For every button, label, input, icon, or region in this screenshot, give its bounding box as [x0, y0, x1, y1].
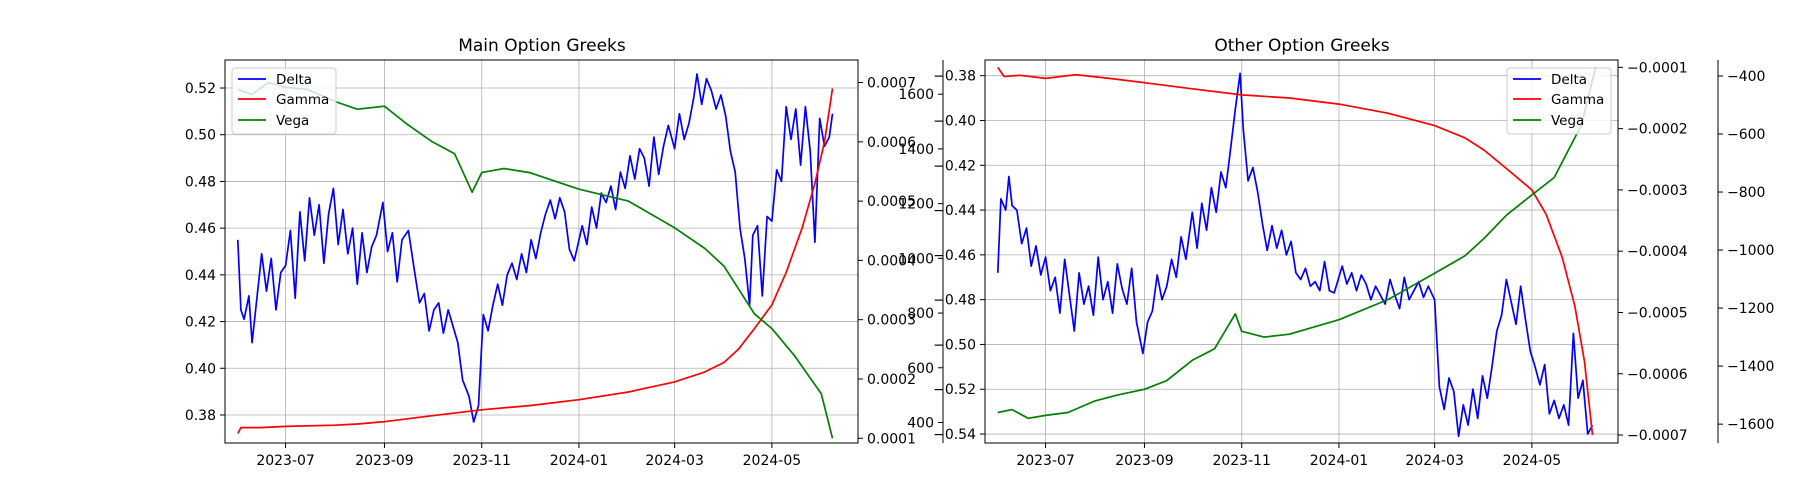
- x-tick-label: 2024-03: [1405, 453, 1464, 469]
- legend-label-gamma: Gamma: [276, 92, 329, 108]
- series-line-vega: [237, 81, 834, 439]
- y-tick-label-right: −0.0005: [1627, 305, 1688, 321]
- left-axis-main: 0.38 0.40 0.42 0.44 0.46 0.48 0.50 0.52: [185, 81, 225, 424]
- x-tick-label: 2023-11: [1212, 453, 1271, 469]
- legend-label-gamma: Gamma: [1551, 92, 1604, 108]
- grid-main: [225, 60, 858, 443]
- plot-frame-main: [224, 59, 859, 444]
- legend-label-vega: Vega: [1551, 113, 1584, 129]
- x-tick-label: 2023-09: [355, 453, 414, 469]
- x-tick-label: 2024-05: [743, 453, 802, 469]
- legend-box-main: [231, 67, 337, 135]
- panel-other-greeks: Other Option Greeks 2023-07 2023-09 2023-1…: [898, 36, 1774, 469]
- y-tick-label-outer: −600: [1727, 127, 1765, 143]
- legend-label-delta: Delta: [276, 72, 312, 88]
- y-tick-label-left: 0.40: [185, 361, 216, 377]
- series-other: [996, 66, 1597, 438]
- y-tick-label-right: 0.0002: [867, 372, 916, 388]
- y-tick-label-right: −0.0001: [1627, 60, 1688, 76]
- x-tick-label: 2024-05: [1503, 453, 1562, 469]
- y-tick-label-right: 0.0004: [867, 253, 916, 269]
- y-tick-label-left: 0.46: [185, 221, 216, 237]
- y-tick-label-left: 0.38: [185, 408, 216, 424]
- y-tick-label-left: −0.46: [933, 248, 976, 264]
- y-tick-label-left: −0.50: [933, 337, 976, 353]
- y-tick-label-outer: −1200: [1727, 301, 1774, 317]
- right-axis-other: −0.0001 −0.0002 −0.0003 −0.0004 −0.0005 −0.00…: [1618, 60, 1688, 444]
- x-axis-main: 2023-07 2023-09 2023-11 2024-01 2024-03 2024-…: [256, 443, 801, 469]
- x-axis-other: 2023-07 2023-09 2023-11 2024-01 2024-03 2024-…: [1016, 443, 1561, 469]
- series-line-gamma: [237, 88, 834, 434]
- panel-main-greeks: Main Option Greeks 2023-07 2023-09 2023-11…: [185, 36, 916, 469]
- y-tick-label-right: 0.0001: [867, 431, 916, 447]
- y-tick-label-right: −0.0006: [1627, 367, 1688, 383]
- legend-label-delta: Delta: [1551, 72, 1587, 88]
- y-tick-label-second: 600: [907, 361, 934, 377]
- y-tick-label-right: −0.0007: [1627, 428, 1688, 444]
- y-tick-label-left: 0.52: [185, 81, 216, 97]
- legend-box-other: [1506, 67, 1612, 135]
- x-tick-label: 2024-01: [550, 453, 609, 469]
- y-tick-label-outer: −800: [1727, 185, 1765, 201]
- x-tick-label: 2023-07: [256, 453, 315, 469]
- chart-title-main: Main Option Greeks: [458, 36, 626, 56]
- x-tick-label: 2023-07: [1016, 453, 1075, 469]
- y-tick-label-left: 0.48: [185, 174, 216, 190]
- y-tick-label-left: −0.38: [933, 69, 976, 85]
- y-tick-label-outer: −1600: [1727, 417, 1774, 433]
- y-tick-label-second: 1600: [898, 87, 934, 103]
- y-tick-label-right: 0.0003: [867, 313, 916, 329]
- y-tick-label-left: −0.40: [933, 113, 976, 129]
- y-tick-label-left: 0.50: [185, 128, 216, 144]
- outer-axis-other: −400 −600 −800 −1000 −1200 −1400 −1600: [1717, 60, 1774, 443]
- y-tick-label-left: 0.42: [185, 315, 216, 331]
- y-tick-label-left: −0.42: [933, 158, 976, 174]
- y-tick-label-second: 1400: [898, 142, 934, 158]
- y-tick-label-second: 1200: [898, 197, 934, 213]
- left-axis-other: −0.38 −0.40 −0.42 −0.44 −0.46 −0.48 −0.50 −0.52…: [933, 69, 985, 443]
- y-tick-label-second: 800: [907, 306, 934, 322]
- y-tick-label-outer: −1000: [1727, 243, 1774, 259]
- y-tick-label-left: −0.52: [933, 382, 976, 398]
- y-tick-label-right: 0.0005: [867, 194, 916, 210]
- y-tick-label-second: 400: [907, 415, 934, 431]
- chart-title-other: Other Option Greeks: [1214, 36, 1389, 56]
- y-tick-label-left: −0.54: [933, 427, 976, 443]
- legend-main: Delta Gamma Vega: [231, 67, 337, 135]
- y-tick-label-right: −0.0002: [1627, 122, 1688, 138]
- legend-label-vega: Vega: [276, 113, 309, 129]
- x-tick-label: 2023-09: [1115, 453, 1174, 469]
- y-tick-label-right: 0.0006: [867, 135, 916, 151]
- y-tick-label-right: −0.0004: [1627, 244, 1688, 260]
- y-tick-label-left: −0.44: [933, 203, 976, 219]
- x-tick-label: 2024-03: [645, 453, 704, 469]
- y-tick-label-right: −0.0003: [1627, 183, 1688, 199]
- series-line-gamma: [997, 66, 1594, 436]
- y-tick-label-left: 0.44: [185, 268, 216, 284]
- x-tick-label: 2024-01: [1310, 453, 1369, 469]
- series-line-delta: [996, 72, 1594, 438]
- y-tick-label-outer: −1400: [1727, 359, 1774, 375]
- y-tick-label-left: −0.48: [933, 293, 976, 309]
- right-axis-main: 0.0001 0.0002 0.0003 0.0004 0.0005 0.0006 0.00…: [858, 76, 916, 447]
- y-tick-label-right: 0.0007: [867, 76, 916, 92]
- second-axis-other: 400 600 800 1000 1200 1400 1600: [898, 60, 944, 443]
- y-tick-label-second: 1000: [898, 251, 934, 267]
- series-line-delta: [236, 73, 834, 423]
- legend-other: Delta Gamma Vega: [1506, 67, 1612, 135]
- y-tick-label-outer: −400: [1727, 69, 1765, 85]
- x-tick-label: 2023-11: [452, 453, 511, 469]
- series-line-vega: [997, 67, 1597, 420]
